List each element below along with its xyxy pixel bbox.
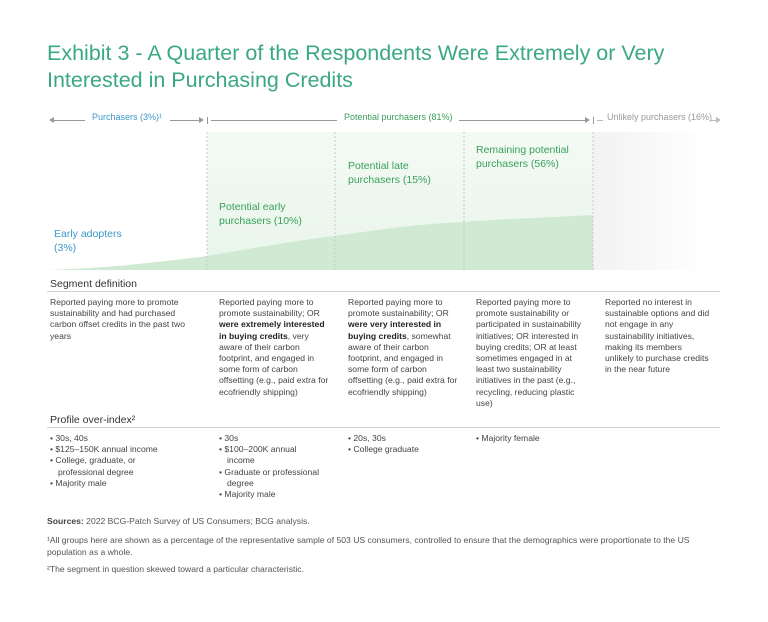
list-item: College, graduate, or professional degre… [50,455,180,477]
adoption-curve-chart [47,132,708,270]
list-item: $125–150K annual income [50,444,180,455]
potential-arrow-line-right [459,120,586,121]
list-item: Majority female [476,433,586,444]
definition-text: , somewhat aware of their carbon footpri… [348,330,458,397]
arrow-right-icon [585,117,590,123]
definition-potential-early: Reported paying more to promote sustaina… [219,297,331,398]
purchasers-arrow-line [53,120,85,121]
unlikely-arrow-line-left [597,120,603,121]
footnote-2: ²The segment in question skewed toward a… [47,564,304,574]
definition-emphasis: were very interested in buying credits [348,319,442,341]
section-divider [47,291,720,292]
arrow-right-icon [716,117,721,123]
segment-label-early-adopters: Early adopters (3%) [54,227,122,255]
definition-potential-late: Reported paying more to promote sustaina… [348,297,462,398]
divider-tick [593,117,594,124]
profile-list-remaining: Majority female [476,433,586,444]
sources-text: 2022 BCG-Patch Survey of US Consumers; B… [83,516,310,526]
list-item: 30s [219,433,319,444]
definition-text: , very aware of their carbon footprint, … [219,330,329,397]
segment-label-line: Potential early [219,201,286,213]
profile-title: Profile over-index² [50,414,136,426]
segment-definition-title: Segment definition [50,278,137,290]
segment-label-line: Early adopters [54,228,122,240]
potential-header: Potential purchasers (81%) [344,112,453,122]
profile-list-potential-late: 20s, 30s College graduate [348,433,458,455]
segment-label-potential-early: Potential early purchasers (10%) [219,200,302,228]
segment-label-line: purchasers (10%) [219,215,302,227]
exhibit-title: Exhibit 3 - A Quarter of the Respondents… [47,41,665,92]
segment-label-line: Remaining potential [476,144,569,156]
list-item: Majority male [219,489,319,500]
definition-text: Reported paying more to promote sustaina… [348,297,449,319]
sources-label: Sources: [47,516,84,526]
list-item: $100–200K annual income [219,444,319,466]
list-item: 30s, 40s [50,433,180,444]
profile-list-early-adopters: 30s, 40s $125–150K annual income College… [50,433,180,489]
list-item: Graduate or professional degree [219,467,319,489]
definition-remaining: Reported paying more to promote sustaina… [476,297,582,408]
adoption-area [47,215,593,270]
arrow-right-icon [199,117,204,123]
list-item: College graduate [348,444,458,455]
segment-label-line: purchasers (56%) [476,158,559,170]
sources-note: Sources: 2022 BCG-Patch Survey of US Con… [47,516,727,528]
segment-label-potential-late: Potential late purchasers (15%) [348,159,431,187]
segment-label-line: purchasers (15%) [348,174,431,186]
list-item: Majority male [50,478,180,489]
segment-label-line: Potential late [348,160,409,172]
segment-label-remaining: Remaining potential purchasers (56%) [476,143,569,171]
purchasers-header: Purchasers (3%)¹ [92,112,163,122]
list-item: 20s, 30s [348,433,458,444]
unlikely-zone-background [593,132,708,270]
purchasers-arrow-line-right [170,120,200,121]
definition-unlikely: Reported no interest in sustainable opti… [605,297,710,375]
unlikely-arrow-line-right [711,120,717,121]
profile-list-potential-early: 30s $100–200K annual income Graduate or … [219,433,319,500]
arrow-left-icon [49,117,54,123]
segment-label-line: (3%) [54,242,77,254]
definition-early-adopters: Reported paying more to promote sustaina… [50,297,186,341]
divider-tick [207,117,208,124]
footnote-1: ¹All groups here are shown as a percenta… [47,535,690,557]
section-divider [47,427,720,428]
definition-text: Reported paying more to promote sustaina… [219,297,320,319]
definition-emphasis: were extremely interested in buying cred… [219,319,325,341]
unlikely-header: Unlikely purchasers (16%) [607,112,713,122]
potential-arrow-line-left [211,120,337,121]
